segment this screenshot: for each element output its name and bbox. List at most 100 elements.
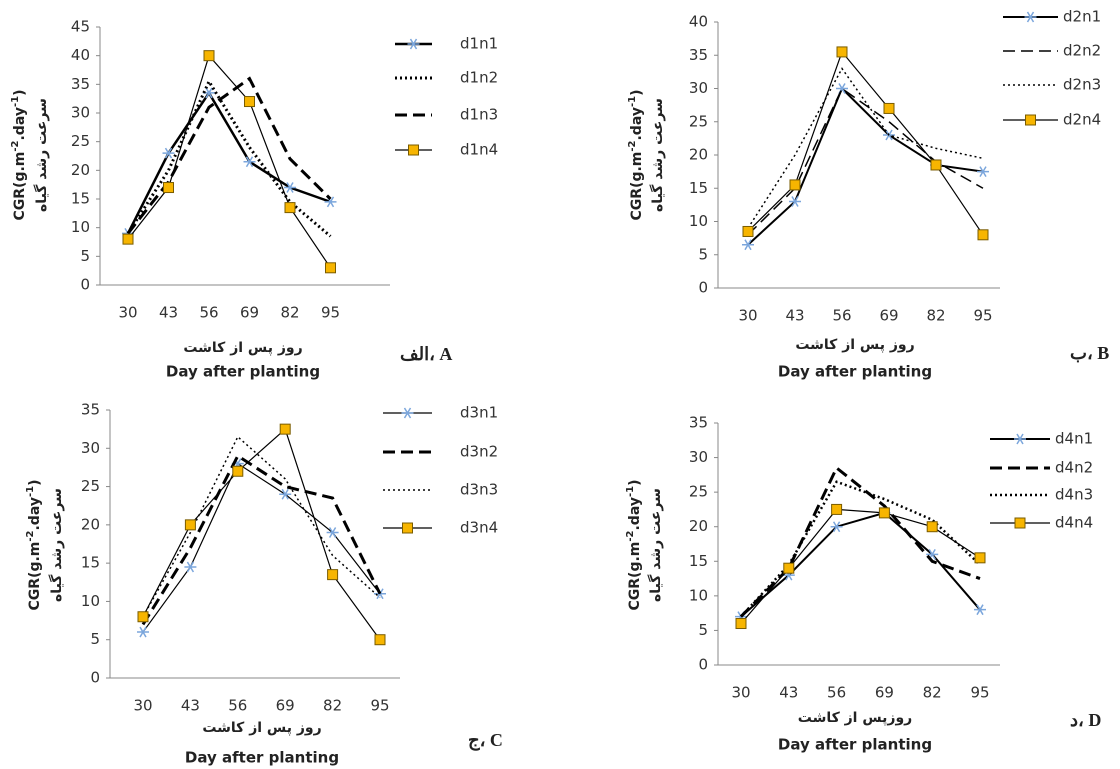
asterisk-marker <box>830 521 843 533</box>
legend-label: d3n4 <box>460 519 498 537</box>
y-tick-label: 25 <box>689 112 708 130</box>
y-tick-label: 0 <box>698 279 708 297</box>
y-tick-label: 25 <box>689 483 708 501</box>
y-tick-label: 45 <box>71 18 90 36</box>
y-tick-label: 10 <box>81 592 100 610</box>
square-marker <box>1025 114 1036 126</box>
square-marker <box>374 634 386 646</box>
square-marker <box>325 262 336 274</box>
square-marker <box>284 202 296 214</box>
y-tick-label: 15 <box>689 552 708 570</box>
legend-label: d4n4 <box>1055 514 1093 532</box>
legend-label: d3n3 <box>460 481 498 499</box>
y-axis-label-part: -2 <box>627 140 638 151</box>
legend-label: d1n1 <box>460 35 498 53</box>
asterisk-marker <box>284 182 296 193</box>
y-tick-label: 10 <box>689 586 708 604</box>
y-tick-label: 40 <box>689 13 708 31</box>
y-axis-label-fa: سرعت رشد گیاه <box>48 488 65 602</box>
x-tick-label: 30 <box>118 304 137 322</box>
x-tick-label: 69 <box>879 307 898 325</box>
asterisk-marker <box>326 527 339 538</box>
square-marker <box>926 521 938 533</box>
square-marker <box>789 179 801 191</box>
y-tick-label: 25 <box>81 477 100 495</box>
series-line <box>740 480 981 618</box>
y-axis-label-fa: سرعت رشد گیاه <box>649 98 666 212</box>
square-marker <box>977 229 989 241</box>
legend-label: d2n4 <box>1063 111 1101 129</box>
series-line <box>747 67 984 229</box>
legend-label: d4n3 <box>1055 486 1093 504</box>
x-axis-label-fa: روز پس از کاشت <box>202 720 321 736</box>
series-line <box>740 508 981 624</box>
square-marker <box>327 569 339 581</box>
y-tick-label: 25 <box>71 132 90 150</box>
x-tick-label: 82 <box>926 307 945 325</box>
series-line <box>126 90 331 234</box>
y-axis-label: CGR(g.m-2.day-1) <box>10 90 29 221</box>
panel-label: ج، C <box>468 730 503 751</box>
x-axis-label: Day after planting <box>185 749 339 767</box>
x-tick-label: 56 <box>228 697 247 715</box>
y-axis-label-fa: سرعت رشد گیاه <box>33 98 50 212</box>
x-tick-label: 82 <box>323 697 342 715</box>
asterisk-marker <box>742 239 754 251</box>
series-line <box>142 435 381 618</box>
y-axis-label-part: -1 <box>25 486 36 497</box>
series-line <box>142 428 381 641</box>
y-tick-label: 30 <box>689 79 708 97</box>
square-marker <box>930 159 942 171</box>
x-tick-label: 95 <box>321 304 340 322</box>
square-marker <box>122 233 134 245</box>
series-line <box>747 86 984 246</box>
y-tick-label: 35 <box>689 414 708 432</box>
y-axis-label-part: -2 <box>25 530 36 541</box>
y-axis-label-part: ) <box>627 480 643 486</box>
series-line <box>740 511 981 618</box>
y-axis-label-part: -2 <box>625 530 636 541</box>
x-tick-label: 56 <box>199 304 218 322</box>
y-axis-label-part: ) <box>12 90 28 96</box>
asterisk-marker <box>401 407 414 419</box>
x-tick-label: 43 <box>785 307 804 325</box>
legend-label: d4n2 <box>1055 459 1093 477</box>
series-line <box>747 50 984 236</box>
x-tick-label: 56 <box>832 307 851 325</box>
square-marker <box>137 611 149 623</box>
y-tick-label: 10 <box>689 212 708 230</box>
series-line <box>747 87 984 236</box>
square-marker <box>735 618 747 630</box>
x-axis-label-fa: روز پس از کاشت <box>795 337 914 353</box>
y-axis-label-part: CGR(g.m <box>27 542 43 611</box>
y-tick-label: 15 <box>71 190 90 208</box>
series-line <box>142 462 381 633</box>
y-axis-label: CGR(g.m-2.day-1) <box>625 480 644 611</box>
y-tick-label: 20 <box>71 161 90 179</box>
legend-label: d4n1 <box>1055 430 1093 448</box>
x-axis-label: Day after planting <box>166 363 320 381</box>
square-marker <box>836 46 848 58</box>
square-marker <box>831 503 843 515</box>
x-tick-label: 69 <box>276 697 295 715</box>
square-marker <box>279 423 291 435</box>
asterisk-marker <box>1014 433 1026 445</box>
square-marker <box>883 102 895 114</box>
y-axis-label-part: ) <box>629 90 645 96</box>
square-marker <box>184 519 196 531</box>
y-axis-label-part: CGR(g.m <box>627 542 643 611</box>
y-tick-label: 35 <box>689 46 708 64</box>
panel-label: ب، B <box>1070 343 1109 363</box>
x-tick-label: 43 <box>159 304 178 322</box>
y-axis-label-part: .day <box>627 497 643 530</box>
y-tick-label: 15 <box>689 179 708 197</box>
y-tick-label: 15 <box>81 554 100 572</box>
y-tick-label: 5 <box>90 630 100 648</box>
asterisk-marker <box>407 38 420 50</box>
y-tick-label: 30 <box>689 448 708 466</box>
y-axis-label: CGR(g.m-2.day-1) <box>25 480 44 611</box>
y-tick-label: 20 <box>689 146 708 164</box>
asterisk-marker <box>184 561 197 573</box>
x-axis-label-fa: روز پس از کاشت <box>183 340 302 356</box>
